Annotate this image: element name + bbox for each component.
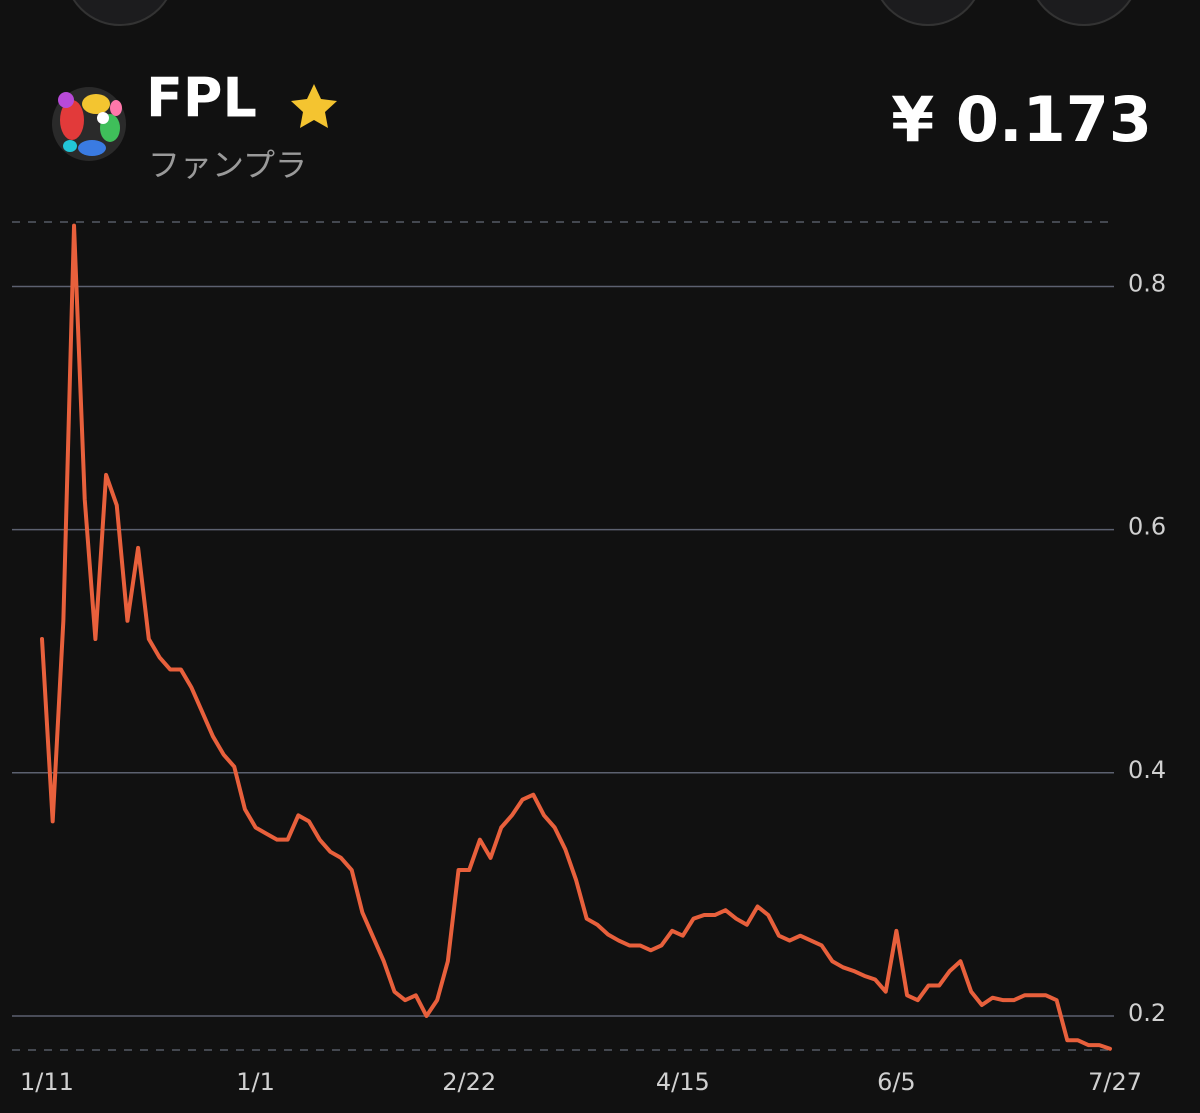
- token-logo: [52, 87, 126, 161]
- price-chart: 0.2 0.4 0.6 0.8 1/11 1/1 2/22 4/15 6/5 7/27: [12, 221, 1166, 1096]
- token-name: ファンプラ: [148, 146, 307, 184]
- token-symbol: FPL: [146, 67, 257, 130]
- x-tick-label: 4/15: [656, 1068, 710, 1096]
- top-button[interactable]: [873, 0, 983, 26]
- y-tick-label: 0.8: [1128, 269, 1166, 297]
- x-tick-label: 6/5: [877, 1068, 916, 1096]
- y-tick-label: 0.2: [1128, 999, 1166, 1027]
- top-button[interactable]: [1029, 0, 1139, 26]
- price: ¥ 0.173: [891, 83, 1152, 156]
- y-tick-label: 0.4: [1128, 756, 1166, 784]
- price-line: [40, 223, 1112, 1051]
- favorite-star[interactable]: [291, 84, 337, 128]
- y-tick-label: 0.6: [1128, 513, 1166, 541]
- top-button[interactable]: [65, 0, 175, 26]
- x-tick-label: 7/27: [1088, 1068, 1142, 1096]
- x-tick-label: 1/11: [20, 1068, 74, 1096]
- x-tick-label: 2/22: [442, 1068, 496, 1096]
- x-tick-label: 1/1: [236, 1068, 275, 1096]
